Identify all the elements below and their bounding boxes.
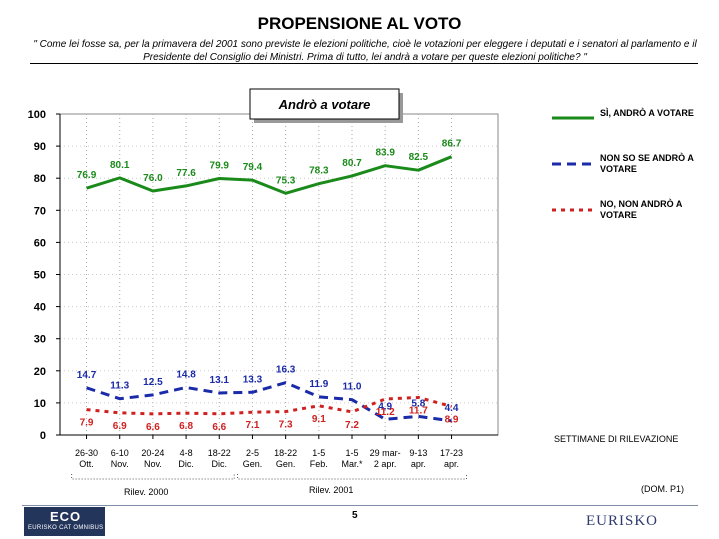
data-label: 12.5 xyxy=(143,377,163,388)
x-tick-label: 18-22 xyxy=(274,448,297,458)
data-label: 13.3 xyxy=(243,374,263,385)
y-tick-label: 60 xyxy=(34,237,46,249)
x-tick-label: Gen. xyxy=(276,459,296,469)
data-label: 79.9 xyxy=(210,161,230,172)
x-tick-label: Feb. xyxy=(310,459,328,469)
legend-label-si: SÌ, ANDRÒ A VOTARE xyxy=(600,108,694,118)
x-tick-label: 2 apr. xyxy=(374,459,397,469)
data-label: 11.9 xyxy=(309,379,328,390)
eurisko-logo: EURISKO xyxy=(586,513,659,529)
data-label: 11.7 xyxy=(409,405,428,416)
data-label: 8.9 xyxy=(445,414,459,425)
x-tick-label: 26-30 xyxy=(75,448,98,458)
group-label-2001: Rilev. 2001 xyxy=(309,485,354,495)
x-tick-label: 20-24 xyxy=(141,448,164,458)
eco-logo-subtext: EURISKO CAT OMNIBUS xyxy=(28,525,104,531)
x-tick-label: 9-13 xyxy=(409,448,427,458)
data-label: 14.7 xyxy=(77,370,97,381)
y-tick-label: 70 xyxy=(34,205,46,217)
x-tick-label: Nov. xyxy=(111,459,129,469)
data-label: 80.1 xyxy=(110,160,130,171)
x-tick-label: 2-5 xyxy=(246,448,259,458)
data-label: 9.1 xyxy=(312,414,326,425)
data-label: 11.2 xyxy=(376,407,395,418)
y-tick-label: 30 xyxy=(34,334,46,346)
x-tick-label: Dic. xyxy=(212,459,228,469)
x-tick-label: 18-22 xyxy=(208,448,231,458)
data-label: 7.9 xyxy=(80,418,94,429)
x-tick-label: 6-10 xyxy=(111,448,129,458)
data-label: 6.9 xyxy=(113,421,127,432)
y-tick-label: 10 xyxy=(34,398,46,410)
data-label: 77.6 xyxy=(176,168,196,179)
x-tick-label: 4-8 xyxy=(180,448,193,458)
data-label: 5.8 xyxy=(411,398,425,409)
y-tick-label: 40 xyxy=(34,302,46,314)
legend-label-no: NO, NON ANDRÒ A VOTARE xyxy=(600,199,682,220)
series-line-1 xyxy=(86,381,452,423)
group-label-2000: Rilev. 2000 xyxy=(124,487,169,497)
data-label: 78.3 xyxy=(309,166,329,177)
y-tick-label: 50 xyxy=(34,270,46,282)
x-tick-label: 1-5 xyxy=(345,448,358,458)
x-tick-label: Nov. xyxy=(144,459,162,469)
legend-label-non-so: NON SO SE ANDRÒ A VOTARE xyxy=(600,153,694,174)
data-label: 6.6 xyxy=(212,422,226,433)
survey-question: " Come lei fosse sa, per la primavera de… xyxy=(33,39,697,63)
x-tick-label: Dic. xyxy=(178,459,194,469)
data-label: 6.8 xyxy=(179,421,193,432)
data-label: 16.3 xyxy=(276,365,296,376)
x-tick-label: 17-23 xyxy=(440,448,463,458)
footer-divider xyxy=(22,505,698,506)
x-tick-label: apr. xyxy=(411,459,426,469)
series-line-0 xyxy=(86,155,453,195)
x-tick-label: apr. xyxy=(444,459,459,469)
data-label: 14.8 xyxy=(176,369,196,380)
y-tick-label: 0 xyxy=(40,430,46,442)
data-label: 76.9 xyxy=(77,170,97,181)
x-axis-caption: SETTIMANE DI RILEVAZIONE xyxy=(554,434,679,444)
data-label: 4.4 xyxy=(445,403,459,414)
data-label: 80.7 xyxy=(342,158,362,169)
x-tick-label: Ott. xyxy=(79,459,94,469)
data-label: 7.3 xyxy=(279,420,293,431)
data-label: 11.3 xyxy=(110,381,129,392)
data-label: 7.1 xyxy=(246,420,260,431)
line-chart: 010203040506070809010026-30Ott.6-10Nov.2… xyxy=(28,88,594,480)
eco-logo-text: ECO xyxy=(50,509,82,524)
group-bracket-2000 xyxy=(71,474,235,480)
group-bracket-2001 xyxy=(237,474,467,480)
y-tick-label: 90 xyxy=(34,141,46,153)
data-label: 79.4 xyxy=(243,162,263,173)
source-note: (DOM. P1) xyxy=(641,484,685,494)
y-tick-label: 100 xyxy=(28,109,46,121)
x-tick-label: 29 mar- xyxy=(370,448,401,458)
chart-title: Andrò a votare xyxy=(278,97,371,112)
data-label: 11.0 xyxy=(343,382,362,393)
chart-title-box xyxy=(249,88,400,120)
data-label: 82.5 xyxy=(409,152,429,163)
y-tick-label: 80 xyxy=(34,173,46,185)
data-label: 76.0 xyxy=(143,173,163,184)
title-divider xyxy=(30,63,698,64)
data-label: 7.2 xyxy=(345,420,359,431)
data-label: 83.9 xyxy=(375,148,395,159)
eco-logo: ECO EURISKO CAT OMNIBUS xyxy=(24,507,105,536)
page-number: 5 xyxy=(352,510,358,521)
page-title: PROPENSIONE AL VOTO xyxy=(257,14,462,33)
data-label: 4.9 xyxy=(378,401,392,412)
x-tick-label: Mar.* xyxy=(341,459,363,469)
y-tick-label: 20 xyxy=(34,366,46,378)
x-tick-label: Gen. xyxy=(243,459,263,469)
data-label: 86.7 xyxy=(442,139,462,150)
data-label: 75.3 xyxy=(276,175,296,186)
series-line-2 xyxy=(86,395,452,416)
x-tick-label: 1-5 xyxy=(312,448,325,458)
data-label: 13.1 xyxy=(210,375,230,386)
data-label: 6.6 xyxy=(146,422,160,433)
